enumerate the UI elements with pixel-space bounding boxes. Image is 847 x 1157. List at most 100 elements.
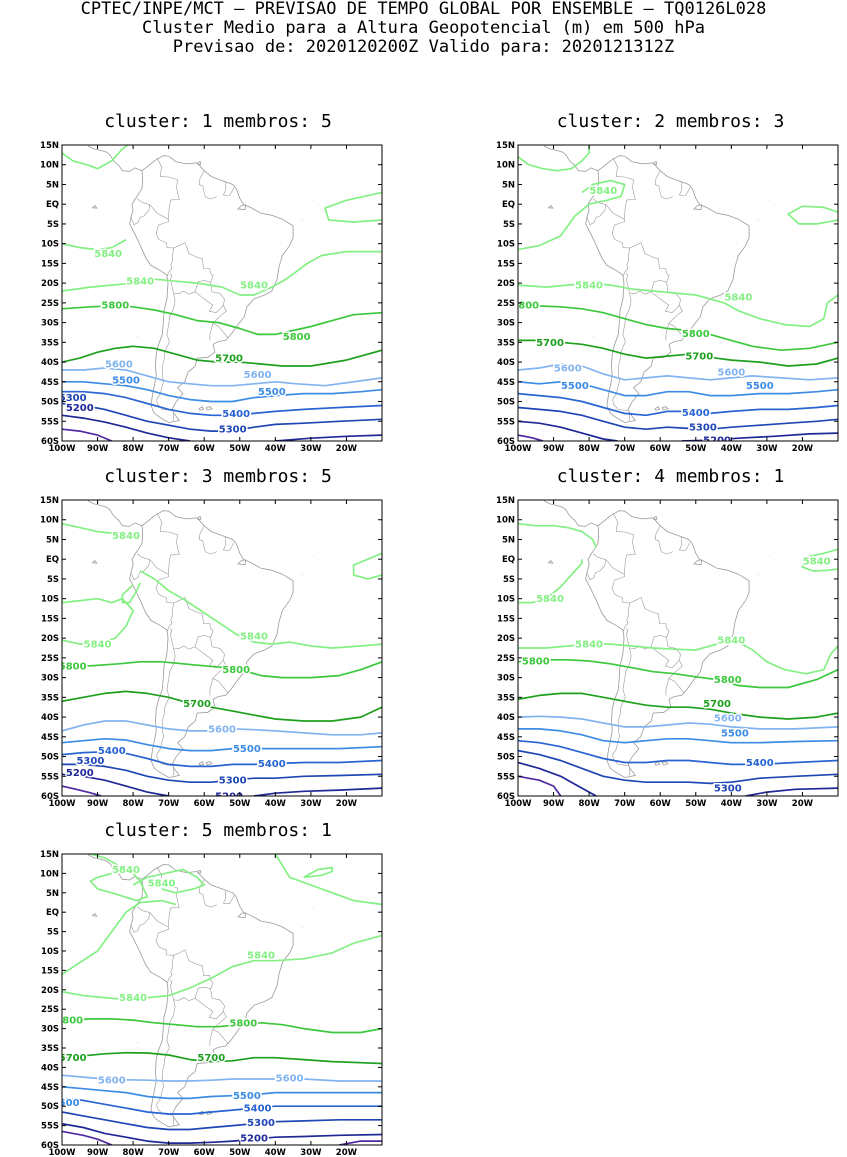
contour-label-5840: 5840 <box>240 632 268 643</box>
contour-label-layer: 5840 5840 5840 5840 5800 800 5700 5700 5600 5600 5… <box>62 864 305 1146</box>
country-border <box>223 542 235 551</box>
contour-5600 <box>62 720 382 736</box>
contour-5300 <box>62 763 382 784</box>
contour-5200 <box>518 761 597 796</box>
country-border <box>194 988 225 1020</box>
country-border <box>587 553 607 581</box>
contour-5700 <box>518 339 838 367</box>
contour-label-5300: 5300 <box>219 776 247 787</box>
lat-tick-label: 20S <box>497 279 515 289</box>
country-border <box>131 553 151 581</box>
island-coastline <box>661 761 669 766</box>
contour-5600 <box>518 715 838 730</box>
country-border <box>169 242 214 295</box>
contour-5200 <box>681 432 838 441</box>
lon-tick-label: 50W <box>685 799 707 809</box>
contour-5300 <box>518 406 838 431</box>
island-coastline <box>237 912 246 919</box>
lon-tick-label: 100W <box>504 444 532 454</box>
country-border <box>149 204 174 277</box>
country-border <box>223 182 226 196</box>
coastline-layer <box>86 500 314 778</box>
contour-label-5700: 5700 <box>183 699 211 710</box>
country-border <box>612 648 632 766</box>
country-border <box>131 906 151 933</box>
map-cluster-5: 5840 5840 5840 5840 5800 800 5700 5700 5600 5600 5… <box>40 850 383 1157</box>
country-border <box>587 198 607 226</box>
island-coastline <box>661 406 669 411</box>
lon-tick-label: 20W <box>336 799 358 809</box>
lon-tick-label: 70W <box>158 799 180 809</box>
contour-5800 <box>62 305 382 336</box>
contour-label-5200: 5200 <box>240 1134 268 1145</box>
contour-5700 <box>62 345 382 367</box>
country-border <box>679 542 691 551</box>
lat-tick-label: EQ <box>46 555 59 565</box>
lat-tick-label: 15S <box>497 259 515 269</box>
island-coastline <box>197 869 202 874</box>
lon-tick-label: 60W <box>650 444 672 454</box>
contour-label-5600: 5600 <box>105 360 133 371</box>
lat-tick-label: 10N <box>496 161 515 171</box>
country-border <box>223 537 226 551</box>
contour-label-5840: 5840 <box>240 281 268 292</box>
contour-5840 <box>62 238 127 251</box>
contour-5840 <box>518 179 626 251</box>
island-coastline <box>693 204 702 211</box>
island-coastline <box>198 406 205 411</box>
country-border <box>169 597 214 650</box>
contour-label-5800: 5800 <box>59 661 87 672</box>
lon-tick-label: 30W <box>300 799 322 809</box>
contour-5500 <box>62 1085 382 1100</box>
lat-tick-label: 30S <box>41 1025 59 1035</box>
contour-layer <box>62 145 382 441</box>
lon-tick-label: 100W <box>48 1148 76 1157</box>
lat-tick-label: 30S <box>497 319 515 329</box>
contour-5840 <box>89 854 149 902</box>
contour-label-5600: 5600 <box>98 1076 126 1087</box>
contour-5200 <box>275 434 382 441</box>
contour-label-5600: 5600 <box>714 713 742 724</box>
lat-tick-label: 25S <box>41 654 59 664</box>
contour-5100 <box>62 1130 113 1145</box>
country-border <box>679 182 682 196</box>
lat-tick-label: 20S <box>41 279 59 289</box>
lat-tick-label: 55S <box>41 772 59 782</box>
lon-tick-label: 100W <box>504 799 532 809</box>
lat-tick-label: 5S <box>47 575 59 585</box>
lat-tick-label: 50S <box>497 398 515 408</box>
lat-tick-label: 45S <box>497 733 515 743</box>
contour-5600 <box>62 1074 382 1082</box>
lat-tick-label: 10S <box>41 947 59 957</box>
figure-header: CPTEC/INPE/MCT — PREVISAO DE TEMPO GLOBA… <box>0 0 847 57</box>
lon-tick-label: 90W <box>87 1148 109 1157</box>
central-america-north-coastline <box>577 145 579 146</box>
lon-tick-label: 80W <box>122 444 144 454</box>
country-border <box>668 305 684 338</box>
lon-tick-label: 30W <box>300 1148 322 1157</box>
contour-label-5300: 5300 <box>76 756 104 767</box>
lat-tick-label: 55S <box>41 1122 59 1132</box>
contour-5840 <box>801 548 838 572</box>
contour-label-5400: 5400 <box>244 1104 272 1115</box>
lat-tick-label: 15N <box>40 850 59 860</box>
island-coastline <box>205 761 213 766</box>
contour-5840 <box>62 899 177 976</box>
central-america-north-coastline <box>121 854 123 855</box>
lat-tick-label: 5S <box>47 928 59 938</box>
contour-5100 <box>62 428 113 441</box>
contour-label-800: 800 <box>518 300 539 311</box>
lon-tick-label: 60W <box>650 799 672 809</box>
lon-tick-label: 20W <box>792 799 814 809</box>
central-america-coastline <box>86 854 143 881</box>
lat-tick-label: 10N <box>496 516 515 526</box>
contour-5500 <box>62 380 382 403</box>
south-america-coastline <box>129 864 294 1128</box>
contour-label-5840: 5840 <box>112 865 140 876</box>
south-america-coastline <box>129 510 294 778</box>
contour-5200 <box>253 787 382 796</box>
contour-label-layer: 5840 5840 5840 5800 5800 5700 5600 5400 5500 5300… <box>59 530 287 797</box>
central-america-north-coastline <box>577 500 579 501</box>
lat-tick-label: 15N <box>40 141 59 151</box>
